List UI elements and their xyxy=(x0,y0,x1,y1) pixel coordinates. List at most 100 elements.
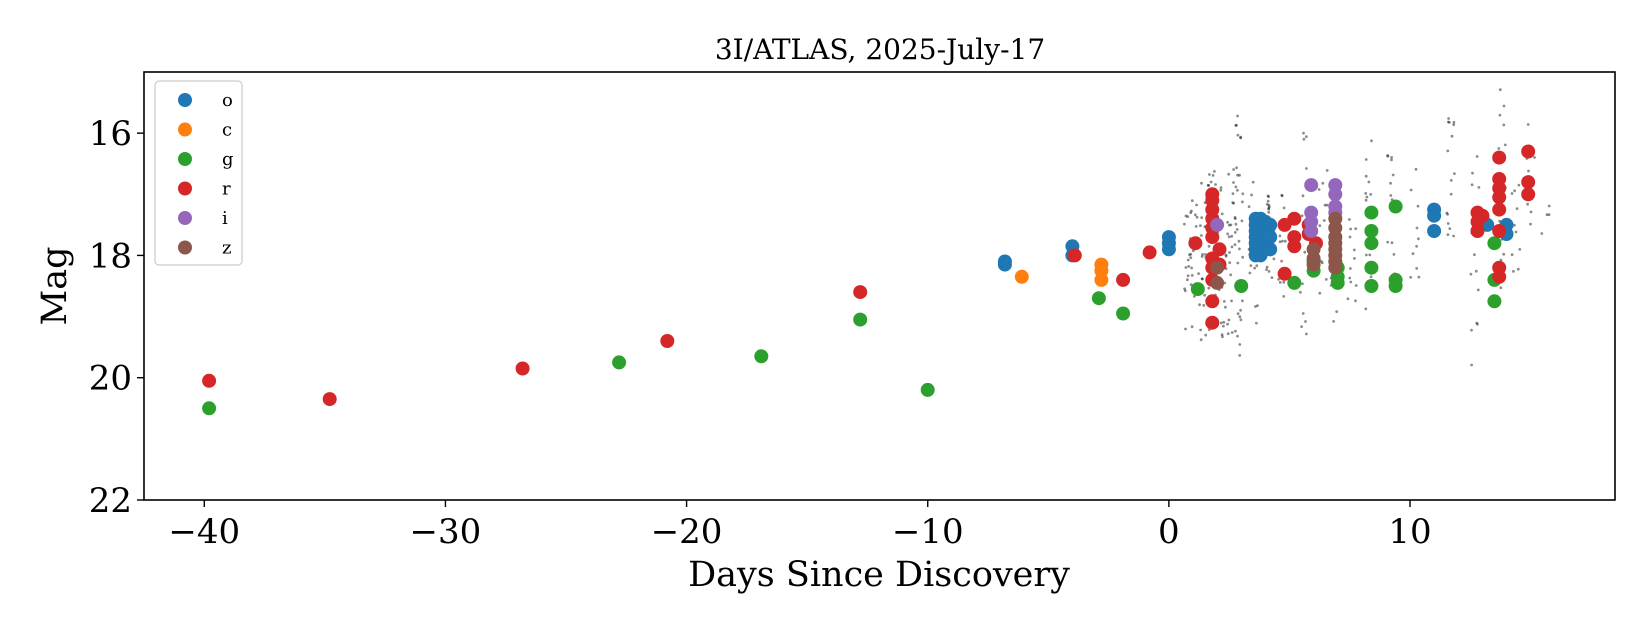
background-point xyxy=(1241,192,1245,196)
background-point xyxy=(1229,223,1233,227)
x-tick-label: −10 xyxy=(892,512,964,552)
plot-frame xyxy=(143,71,1616,501)
background-point xyxy=(1238,354,1242,357)
background-point xyxy=(1241,255,1245,259)
background-point xyxy=(1219,321,1223,325)
background-point xyxy=(1303,250,1307,254)
background-point xyxy=(1219,186,1223,190)
background-point xyxy=(1322,219,1326,222)
background-point xyxy=(1452,123,1456,126)
data-point-g xyxy=(202,401,217,416)
background-point xyxy=(1230,331,1234,334)
background-point xyxy=(1200,181,1203,185)
background-point xyxy=(1237,239,1241,243)
background-point xyxy=(1318,224,1322,228)
background-point xyxy=(1224,253,1228,257)
background-point xyxy=(1249,264,1253,267)
background-point xyxy=(1452,234,1455,238)
background-point xyxy=(1190,274,1194,277)
data-point-g xyxy=(1487,236,1502,251)
data-point-o xyxy=(1161,242,1176,257)
data-point-g xyxy=(1190,282,1205,297)
data-point-g xyxy=(1234,279,1249,293)
background-point xyxy=(1349,280,1353,284)
background-point xyxy=(1390,156,1393,159)
background-point xyxy=(1238,247,1241,251)
background-point xyxy=(1516,267,1520,271)
background-point xyxy=(1200,255,1204,258)
background-point xyxy=(1228,251,1231,254)
background-point xyxy=(1349,227,1352,231)
data-point-r xyxy=(1492,269,1507,284)
data-point-r xyxy=(1142,245,1157,260)
series-c xyxy=(1014,257,1109,287)
data-point-r xyxy=(660,334,675,348)
background-point xyxy=(1241,200,1244,204)
background-point xyxy=(1283,239,1287,243)
background-point xyxy=(1220,333,1224,336)
background-point xyxy=(1364,253,1368,257)
background-point xyxy=(1517,183,1521,187)
background-point xyxy=(1235,123,1238,127)
background-point xyxy=(1502,104,1506,108)
legend-box xyxy=(154,80,243,266)
background-point xyxy=(1241,299,1244,303)
x-tick-label: −30 xyxy=(410,512,482,552)
background-point xyxy=(1268,205,1271,209)
background-point xyxy=(1267,210,1271,214)
background-point xyxy=(1265,202,1269,206)
background-point xyxy=(1476,322,1479,326)
background-point xyxy=(1354,299,1357,303)
data-point-r xyxy=(1492,150,1507,165)
data-point-o xyxy=(1263,242,1278,257)
background-point xyxy=(1199,224,1202,228)
background-point xyxy=(1512,270,1515,273)
background-point xyxy=(1251,180,1255,184)
x-axis-ticks: −40 −30 −20 −10 0 10 xyxy=(168,500,1432,552)
series-o xyxy=(997,202,1514,272)
background-point xyxy=(1209,180,1213,184)
background-point xyxy=(1226,322,1229,326)
background-point xyxy=(1227,235,1231,239)
background-point xyxy=(1211,174,1215,177)
background-point xyxy=(1300,214,1304,218)
background-point xyxy=(1446,149,1450,153)
background-point xyxy=(1207,184,1210,187)
background-point xyxy=(1266,199,1270,203)
background-point xyxy=(1188,253,1191,257)
background-point xyxy=(1190,199,1194,203)
background-point xyxy=(1233,217,1237,221)
background-point xyxy=(1446,233,1450,237)
data-point-r xyxy=(1492,202,1507,217)
x-axis-label: Days Since Discovery xyxy=(688,555,1070,595)
background-point xyxy=(1280,259,1283,263)
background-point xyxy=(1256,304,1259,307)
background-point xyxy=(1502,252,1506,256)
background-point xyxy=(1364,198,1368,202)
data-point-g xyxy=(1287,275,1302,290)
background-point xyxy=(1349,267,1352,270)
background-point xyxy=(1190,266,1193,270)
data-point-r xyxy=(1287,211,1302,226)
background-point xyxy=(1200,216,1204,220)
background-point xyxy=(1323,203,1327,207)
background-point xyxy=(1469,272,1473,276)
background-point xyxy=(1222,324,1225,328)
data-point-r xyxy=(515,361,530,376)
background-point xyxy=(1193,213,1197,217)
background-point xyxy=(1545,213,1549,217)
data-point-r xyxy=(322,392,337,407)
background-point xyxy=(1318,291,1322,295)
background-point xyxy=(1265,268,1268,271)
legend-marker-i xyxy=(178,211,192,225)
x-tick-label: −20 xyxy=(651,512,723,552)
background-point xyxy=(1213,170,1216,173)
background-point xyxy=(1220,212,1224,216)
background-point xyxy=(1354,284,1358,287)
legend-marker-r xyxy=(178,181,192,196)
background-point xyxy=(1255,264,1259,268)
background-point xyxy=(1529,222,1532,226)
legend-label-g: g xyxy=(222,149,234,170)
